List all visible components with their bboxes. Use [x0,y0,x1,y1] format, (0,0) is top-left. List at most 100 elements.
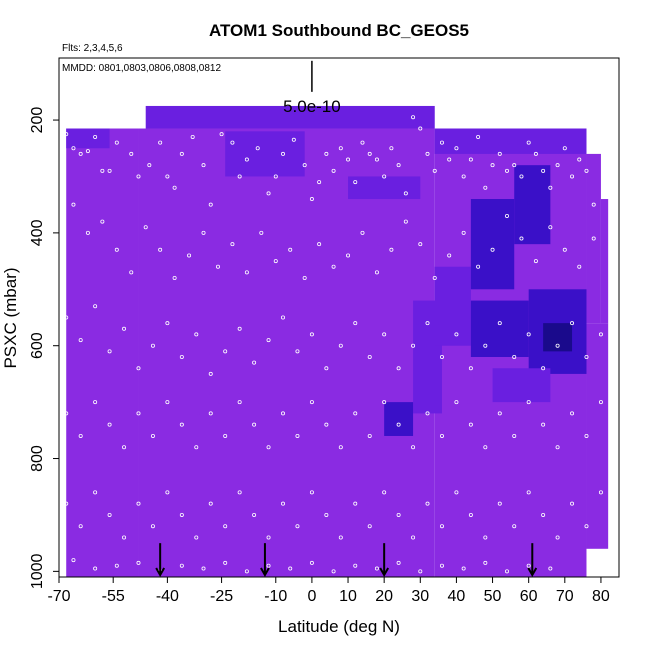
observation-point [309,197,314,202]
observation-point [548,185,553,190]
observation-point [490,163,495,168]
observation-point [237,326,242,331]
y-tick-label: 400 [29,219,46,246]
observation-point [78,338,83,343]
observation-point [280,315,285,320]
observation-point [309,560,314,565]
observation-point [432,276,437,281]
observation-point [396,366,401,371]
observation-point [526,332,531,337]
observation-point [555,445,560,450]
observation-point [107,422,112,427]
observation-point [591,236,596,241]
observation-point [468,422,473,427]
observation-point [461,230,466,235]
observation-point [244,157,249,162]
observation-point [122,535,127,540]
observation-point [382,332,387,337]
observation-point [584,433,589,438]
observation-point [280,501,285,506]
observation-point [374,157,379,162]
observation-point [418,242,423,247]
observation-point [273,259,278,264]
flight-arrow-head [527,567,538,578]
observation-point [497,501,502,506]
observation-point [374,566,379,571]
observation-point [439,433,444,438]
x-tick-label: 30 [411,588,429,605]
observation-point [454,400,459,405]
flight-arrow [155,543,166,578]
observation-point [403,191,408,196]
observation-point [64,501,69,506]
observation-point [454,146,459,151]
observation-point [353,563,358,568]
x-tick-label: -55 [102,588,125,605]
flight-arrow-head [379,567,390,578]
observation-point [302,163,307,168]
observation-point [598,490,603,495]
observation-point [266,338,271,343]
observation-point [237,400,242,405]
observation-point [230,140,235,145]
observation-point [122,326,127,331]
observation-point [360,140,365,145]
y-axis: 200 400 600 800 1000 [29,107,59,589]
y-tick-label: 800 [29,445,46,472]
observation-point [208,501,213,506]
observation-point [309,332,314,337]
observation-point [483,185,488,190]
observation-point [190,134,195,139]
observation-point [548,566,553,571]
observation-point [555,343,560,348]
observation-point [179,151,184,156]
observation-point [288,247,293,252]
x-tick-label: -25 [210,588,233,605]
observation-point [219,132,224,137]
y-axis-label: PSXC (mbar) [1,267,20,368]
observation-point [353,321,358,326]
observation-point [136,501,141,506]
observation-point [577,157,582,162]
observation-point [208,411,213,416]
heatmap-cell [434,128,587,154]
observation-point [179,354,184,359]
observation-point [107,512,112,517]
observation-point [353,180,358,185]
observation-point [367,433,372,438]
observation-point [201,230,206,235]
observation-point [78,433,83,438]
observation-point [591,202,596,207]
observation-point [201,163,206,168]
observation-point [476,264,481,269]
observation-point [158,140,163,145]
observation-point [555,535,560,540]
y-tick-label: 1000 [29,553,46,589]
observation-point [439,140,444,145]
observation-point [309,490,314,495]
heatmap-cell [470,300,529,357]
observation-point [324,512,329,517]
heatmap-cell [66,128,139,578]
observation-point [562,247,567,252]
observation-point [78,151,83,156]
observation-point [497,321,502,326]
observation-point [64,132,69,137]
observation-point [71,202,76,207]
observation-point [295,349,300,354]
observation-point [360,230,365,235]
observation-point [447,253,452,258]
observation-point [280,151,285,156]
observation-point [439,524,444,529]
observation-point [317,180,322,185]
observation-point [425,501,430,506]
x-tick-label: 10 [339,588,357,605]
observation-point [497,411,502,416]
heatmap-cell [348,176,421,200]
observation-point [179,422,184,427]
observation-point [208,371,213,376]
observation-point [266,535,271,540]
observation-point [570,321,575,326]
observation-point [223,433,228,438]
observation-point [230,242,235,247]
